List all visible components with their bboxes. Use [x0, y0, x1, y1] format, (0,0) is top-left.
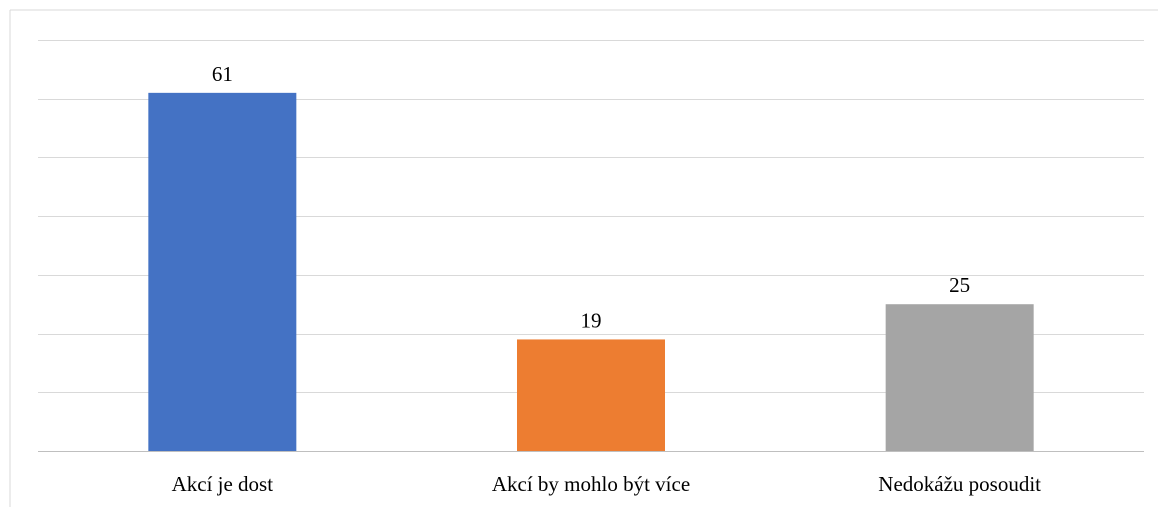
category-label-3: Nedokážu posoudit [878, 472, 1041, 496]
bar-1 [148, 92, 297, 451]
data-label-3: 25 [949, 273, 970, 297]
bar-3 [885, 304, 1034, 451]
category-labels: Akcí je dost Akcí by mohlo být více Nedoká… [172, 472, 1042, 496]
category-label-1: Akcí je dost [172, 472, 274, 496]
data-label-1: 61 [212, 62, 233, 86]
data-label-2: 19 [581, 308, 602, 332]
data-labels: 61 19 25 [212, 62, 970, 333]
bar-2 [517, 339, 665, 451]
category-label-2: Akcí by mohlo být více [492, 472, 690, 496]
bars [148, 92, 1034, 451]
chart-frame [9, 9, 1158, 507]
